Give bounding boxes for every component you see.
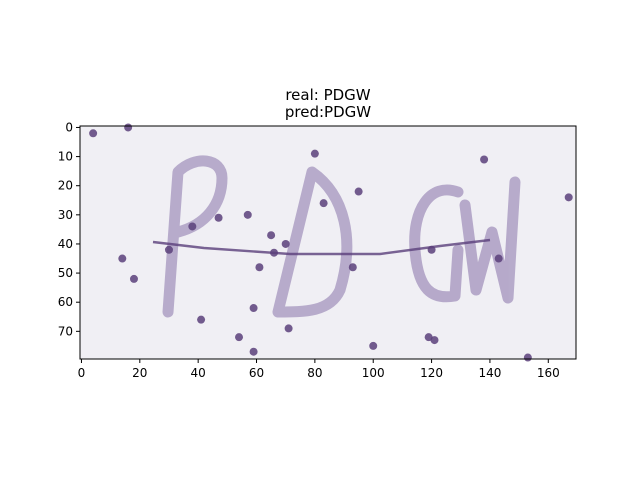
plot-area: [79, 123, 577, 362]
strike-line: [152, 238, 491, 256]
noise-dot: [235, 333, 244, 342]
glyph-w: [459, 176, 521, 304]
y-tick-label: 0: [65, 120, 73, 134]
glyph-p: [162, 155, 228, 318]
y-tick-label: 10: [58, 150, 73, 164]
noise-dot: [214, 213, 223, 222]
x-tick-label: 20: [132, 366, 147, 380]
noise-dot: [281, 239, 290, 248]
x-tick-label: 140: [478, 366, 501, 380]
x-tick-label: 80: [307, 366, 322, 380]
chart-title-line-2: pred:PDGW: [285, 103, 371, 121]
noise-dot: [164, 245, 173, 254]
x-tick-label: 40: [191, 366, 206, 380]
noise-dot: [197, 315, 206, 324]
noise-dot: [243, 210, 252, 219]
x-tick-label: 0: [78, 366, 86, 380]
noise-dot: [255, 263, 264, 272]
noise-dots: [89, 123, 573, 362]
noise-dot: [267, 231, 276, 240]
noise-dot: [129, 274, 138, 283]
y-tick-label: 20: [58, 179, 73, 193]
noise-dot: [427, 245, 436, 254]
x-tick-label: 100: [362, 366, 385, 380]
noise-dot: [354, 187, 363, 196]
noise-dot: [564, 193, 573, 202]
noise-dot: [369, 341, 378, 350]
glyph-d: [272, 166, 353, 318]
x-tick-label: 60: [249, 366, 264, 380]
y-tick-label: 70: [58, 324, 73, 338]
chart-title-line-1: real: PDGW: [285, 86, 370, 104]
y-axis: 0 10 20 30 40 50 60 70: [58, 120, 80, 338]
noise-dot: [348, 263, 357, 272]
y-tick-label: 30: [58, 208, 73, 222]
noise-dot: [249, 304, 258, 313]
x-axis: 0 20 40 60 80 100 120 140 160: [78, 359, 560, 380]
plot-frame: [79, 125, 577, 360]
x-tick-label: 160: [537, 366, 560, 380]
noise-dot: [523, 353, 532, 362]
y-tick-label: 60: [58, 295, 73, 309]
y-tick-label: 40: [58, 237, 73, 251]
noise-dot: [430, 336, 439, 345]
noise-dot: [118, 254, 127, 263]
noise-dot: [124, 123, 133, 132]
noise-dot: [188, 222, 197, 231]
noise-dot: [310, 149, 319, 158]
noise-dot: [89, 129, 98, 138]
x-tick-label: 120: [420, 366, 443, 380]
noise-dot: [319, 199, 328, 208]
noise-dot: [284, 324, 293, 333]
y-tick-label: 50: [58, 266, 73, 280]
noise-dot: [249, 347, 258, 356]
noise-dot: [480, 155, 489, 164]
noise-dot: [270, 248, 279, 257]
noise-dot: [494, 254, 503, 263]
